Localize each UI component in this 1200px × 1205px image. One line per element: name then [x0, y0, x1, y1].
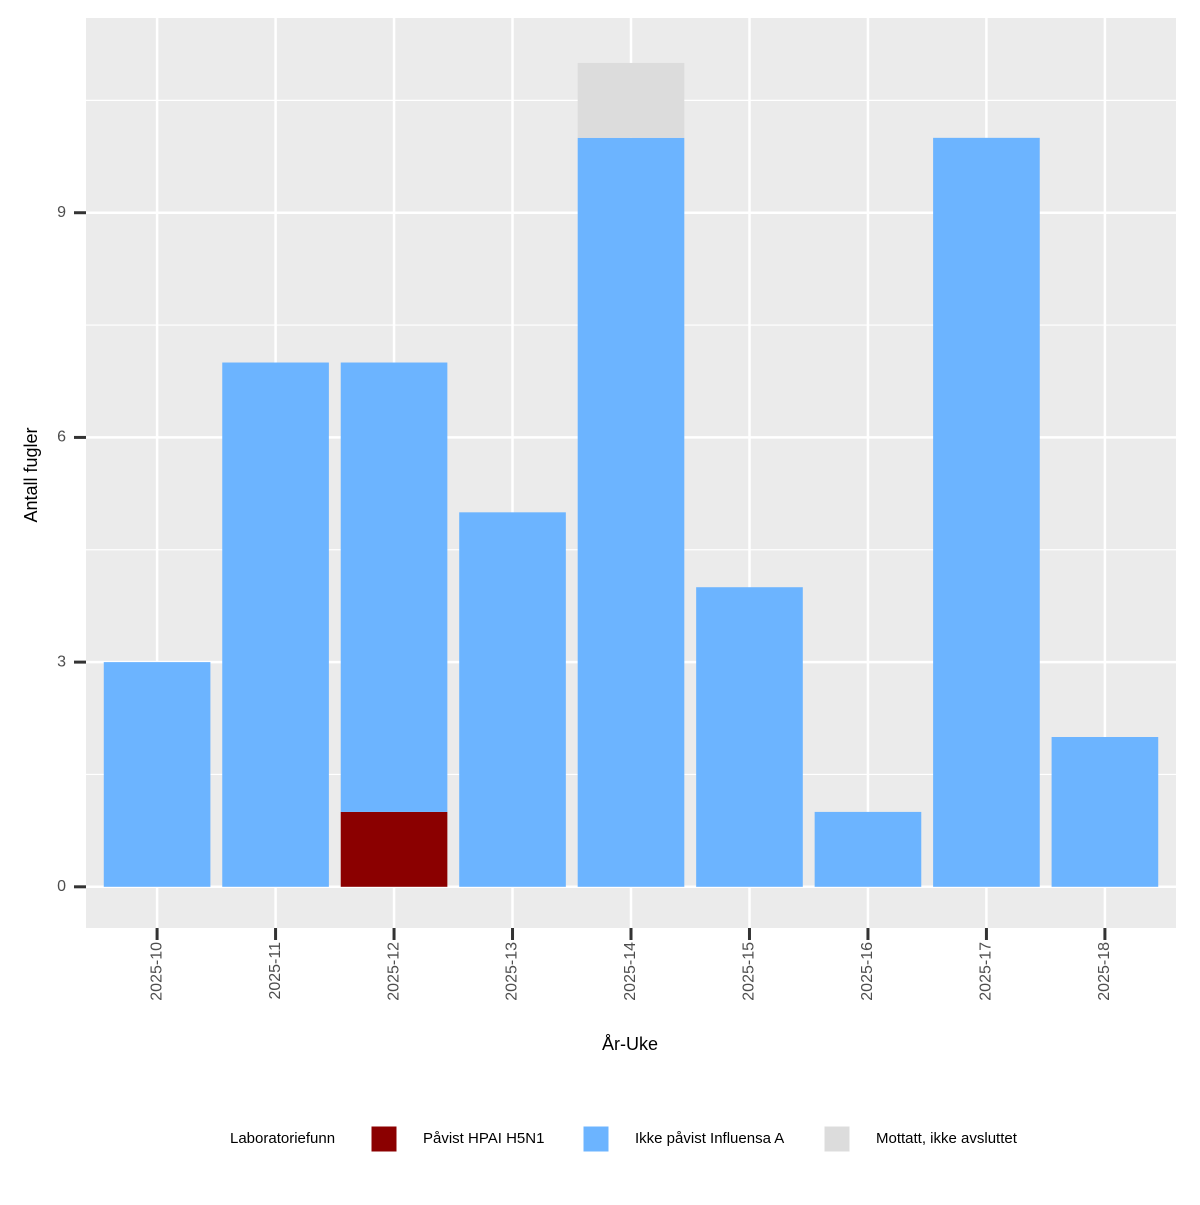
bar-segment: [340, 362, 448, 812]
x-tick-label: 2025-17: [978, 942, 995, 1001]
bar-segment: [577, 62, 685, 138]
legend-label: Påvist HPAI H5N1: [423, 1130, 544, 1147]
bar-segment: [222, 362, 329, 887]
x-tick-label: 2025-13: [504, 942, 521, 1001]
bar-segment: [103, 662, 211, 887]
legend-title: Laboratoriefunn: [230, 1130, 335, 1147]
y-tick-label: 3: [57, 653, 66, 670]
legend-label: Ikke påvist Influensa A: [635, 1130, 784, 1147]
bar-segment: [577, 137, 685, 887]
bar-segment: [1051, 737, 1159, 887]
x-tick-label: 2025-14: [622, 942, 639, 1001]
legend-key: [370, 1125, 398, 1153]
legend-label: Mottatt, ikke avsluttet: [876, 1130, 1018, 1147]
bar-segment: [459, 512, 566, 887]
bar-segment: [340, 811, 448, 887]
x-tick-label: 2025-16: [859, 942, 876, 1001]
x-tick-label: 2025-11: [267, 942, 284, 1000]
bar-segment: [814, 811, 922, 887]
y-axis-title: Antall fugler: [21, 427, 41, 522]
bar-segment: [696, 587, 803, 887]
y-tick-label: 0: [57, 878, 66, 895]
bar-segment: [933, 137, 1040, 887]
y-tick-label: 6: [57, 429, 66, 446]
legend-key: [582, 1125, 610, 1153]
x-tick-label: 2025-12: [385, 942, 402, 1001]
x-tick-label: 2025-18: [1096, 942, 1113, 1001]
x-tick-label: 2025-10: [148, 942, 165, 1001]
x-axis-title: År-Uke: [602, 1034, 658, 1054]
x-tick-label: 2025-15: [741, 942, 758, 1001]
y-tick-label: 9: [57, 204, 66, 221]
legend-key: [823, 1125, 851, 1153]
